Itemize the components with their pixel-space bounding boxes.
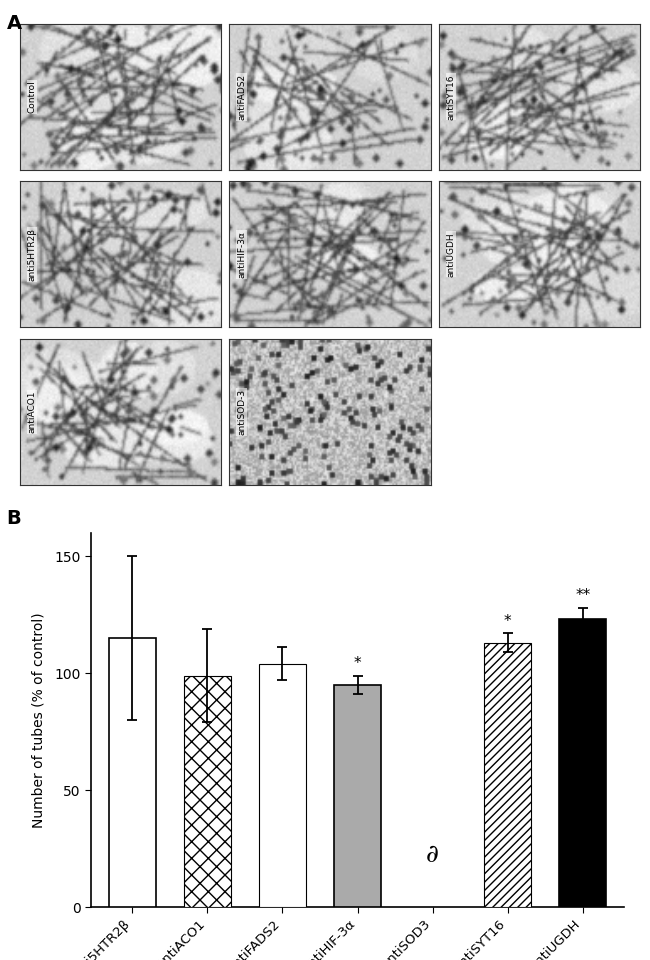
Bar bbox=[259, 664, 306, 907]
Text: Control: Control bbox=[27, 81, 36, 113]
Text: antiSOD-3: antiSOD-3 bbox=[237, 389, 246, 435]
Bar bbox=[560, 619, 606, 907]
Text: ∂: ∂ bbox=[426, 844, 439, 867]
Text: A: A bbox=[6, 14, 21, 34]
Bar bbox=[484, 643, 531, 907]
Bar bbox=[109, 638, 155, 907]
Y-axis label: Number of tubes (% of control): Number of tubes (% of control) bbox=[32, 612, 46, 828]
Text: antiUGDH: antiUGDH bbox=[447, 232, 456, 276]
Text: *: * bbox=[354, 656, 361, 671]
Bar bbox=[334, 684, 381, 907]
Text: B: B bbox=[6, 509, 21, 528]
Text: *: * bbox=[504, 613, 512, 629]
Bar bbox=[184, 676, 231, 907]
Text: antiSYT16: antiSYT16 bbox=[447, 74, 456, 120]
Text: antiHIF-3α: antiHIF-3α bbox=[237, 231, 246, 277]
Text: **: ** bbox=[575, 588, 590, 603]
Text: antiFADS2: antiFADS2 bbox=[237, 74, 246, 120]
Text: antiACO1: antiACO1 bbox=[27, 391, 36, 433]
Text: anti5HTR2β: anti5HTR2β bbox=[27, 228, 36, 281]
